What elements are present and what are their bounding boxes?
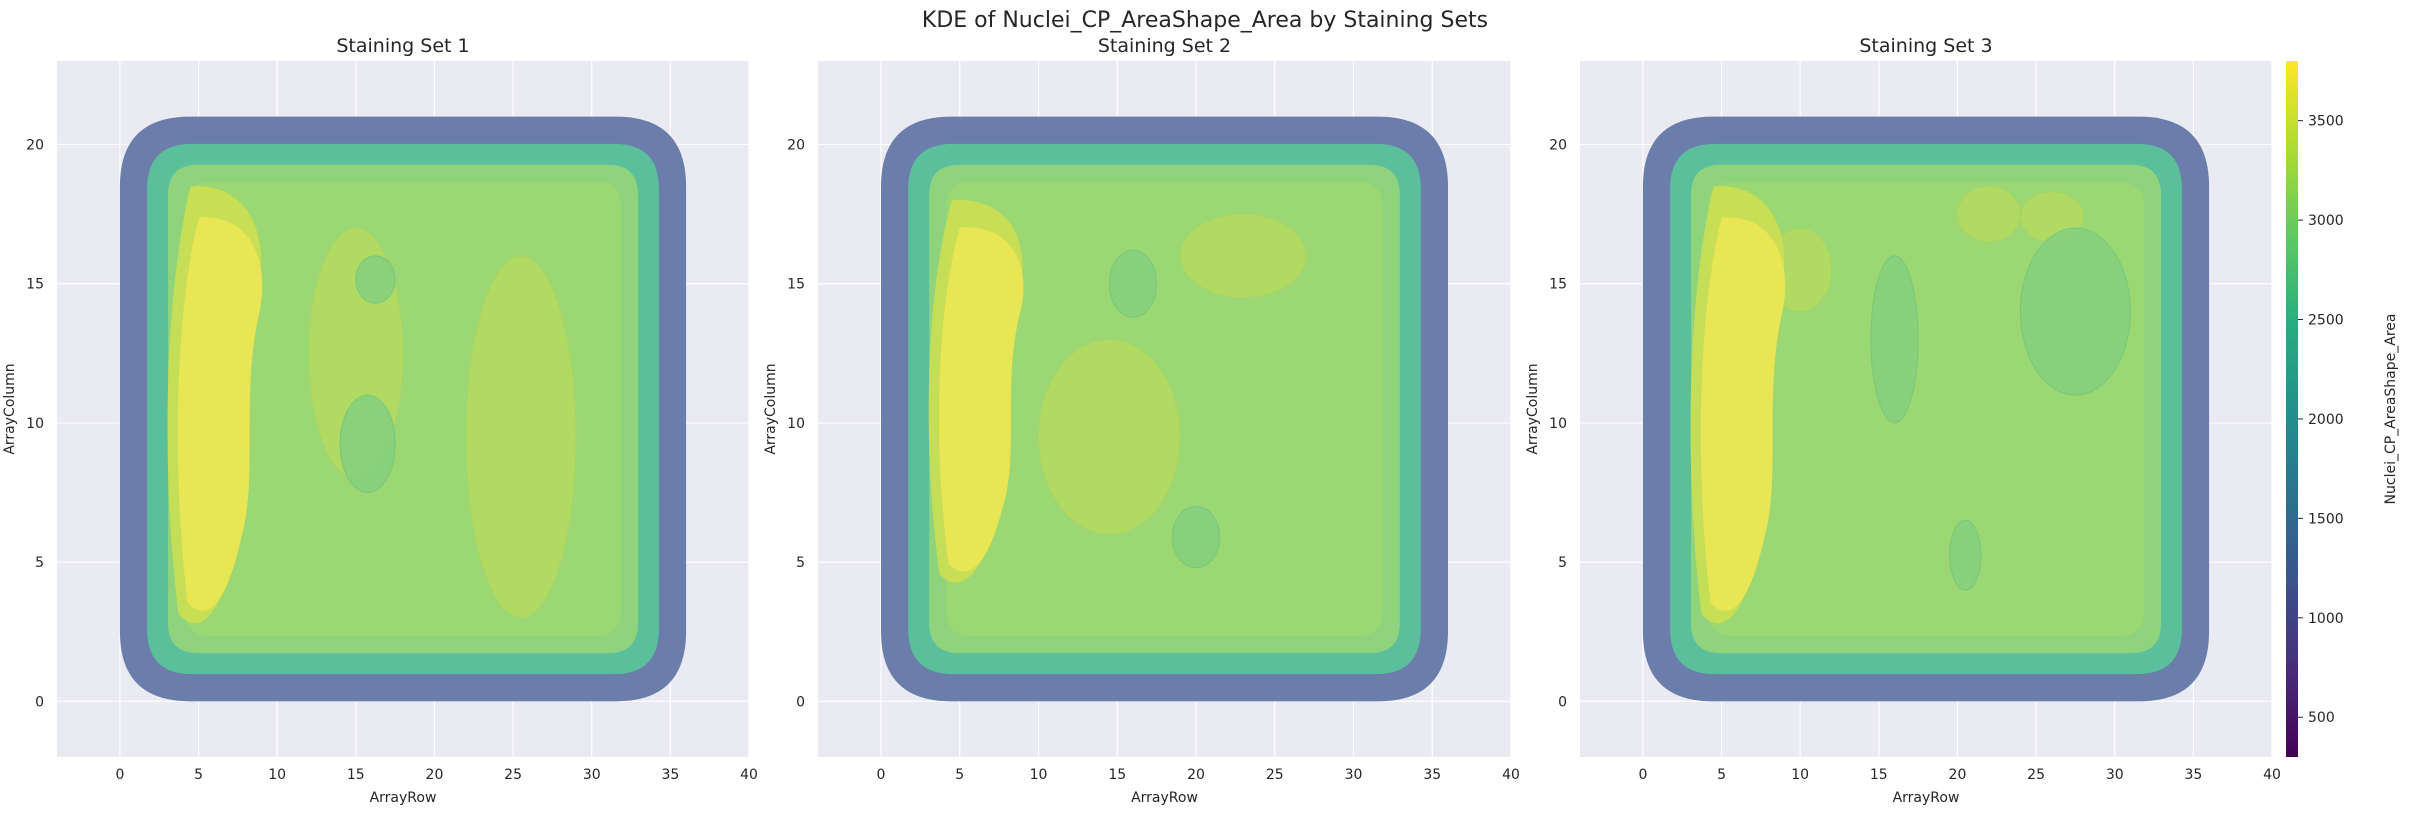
density-peak-region [939,227,1024,572]
x-tick-label: 20 [426,767,444,783]
x-tick-label: 35 [2184,767,2202,783]
x-tick-label: 25 [1266,767,1284,783]
density-high-region [1956,185,2021,243]
figure-title: KDE of Nuclei_CP_AreaShape_Area by Stain… [922,8,1488,33]
x-axis-label: ArrayRow [1131,790,1198,806]
density-high-region [1179,213,1307,299]
y-axis-label: ArrayColumn [2,363,18,454]
x-tick-label: 0 [115,767,124,783]
panel-1: 0 5 10 15 20 25 30 35 40 0 5 10 15 20 ArrayRow ArrayCol… [2,35,758,806]
y-tick-label: 20 [26,138,44,154]
y-tick-label: 10 [26,416,44,432]
colorbar-tick-label: 500 [2308,710,2335,726]
x-tick-label: 10 [1030,767,1048,783]
x-tick-label: 40 [1502,767,1520,783]
density-low-region [1108,249,1158,318]
x-tick-label: 10 [1791,767,1809,783]
x-tick-label: 5 [194,767,203,783]
y-tick-label: 20 [1549,138,1567,154]
x-tick-label: 30 [1345,767,1363,783]
density-low-region [1171,505,1221,569]
x-tick-label: 30 [2106,767,2124,783]
colorbar-tick-label: 2000 [2308,412,2344,428]
y-tick-label: 0 [35,694,44,710]
x-tick-label: 10 [268,767,286,783]
x-axis-label: ArrayRow [370,790,437,806]
y-tick-label: 10 [1549,416,1567,432]
y-tick-label: 0 [1558,694,1567,710]
panel-3: 0 5 10 15 20 25 30 35 40 0 5 10 15 20 ArrayRow ArrayCol… [1525,35,2281,806]
colorbar-gradient [2286,61,2298,757]
x-tick-label: 15 [347,767,365,783]
y-tick-label: 5 [1558,555,1567,571]
x-tick-label: 5 [955,767,964,783]
panel-title: Staining Set 1 [336,35,469,57]
colorbar-label: Nuclei_CP_AreaShape_Area [2383,314,2399,505]
panel-2: 0 5 10 15 20 25 30 35 40 0 5 10 15 20 ArrayRow ArrayCol… [763,35,1520,806]
x-tick-label: 20 [1949,767,1967,783]
density-high-region [465,255,577,619]
colorbar-tick-label: 1500 [2308,511,2344,527]
y-axis-label: ArrayColumn [763,363,779,454]
y-tick-label: 15 [787,277,805,293]
y-tick-label: 10 [787,416,805,432]
y-tick-label: 15 [1549,277,1567,293]
density-low-region [339,394,396,494]
density-high-region [1038,338,1181,535]
x-tick-label: 25 [504,767,522,783]
x-tick-label: 40 [740,767,758,783]
y-tick-label: 5 [35,555,44,571]
x-tick-label: 40 [2263,767,2281,783]
density-low-region [355,255,396,304]
y-tick-label: 0 [796,694,805,710]
x-tick-label: 35 [661,767,679,783]
y-tick-label: 15 [26,277,44,293]
x-tick-label: 20 [1187,767,1205,783]
panel-title: Staining Set 2 [1098,35,1231,57]
y-tick-label: 20 [787,138,805,154]
density-peak-region [1700,217,1786,611]
density-low-region [1870,255,1919,424]
x-tick-label: 0 [877,767,886,783]
density-peak-region [177,217,263,611]
y-axis-label: ArrayColumn [1525,363,1541,454]
panels: 0 5 10 15 20 25 30 35 40 0 5 10 15 20 ArrayRow ArrayCol… [2,35,2281,806]
density-low-region [2019,227,2131,396]
colorbar-tick-label: 2500 [2308,313,2344,329]
x-tick-label: 15 [1108,767,1126,783]
x-tick-label: 35 [1423,767,1441,783]
x-axis-label: ArrayRow [1893,790,1960,806]
x-tick-label: 5 [1717,767,1726,783]
x-tick-label: 15 [1870,767,1888,783]
colorbar: 500 1000 1500 2000 2500 3000 3500 Nuclei_CP_Are… [2286,61,2399,757]
x-tick-label: 30 [583,767,601,783]
colorbar-tick-label: 3500 [2308,114,2344,130]
colorbar-tick-label: 1000 [2308,611,2344,627]
x-tick-label: 25 [2027,767,2045,783]
y-tick-label: 5 [796,555,805,571]
panel-title: Staining Set 3 [1859,35,1992,57]
density-low-region [1949,519,1982,591]
colorbar-tick-label: 3000 [2308,213,2344,229]
x-tick-label: 0 [1638,767,1647,783]
